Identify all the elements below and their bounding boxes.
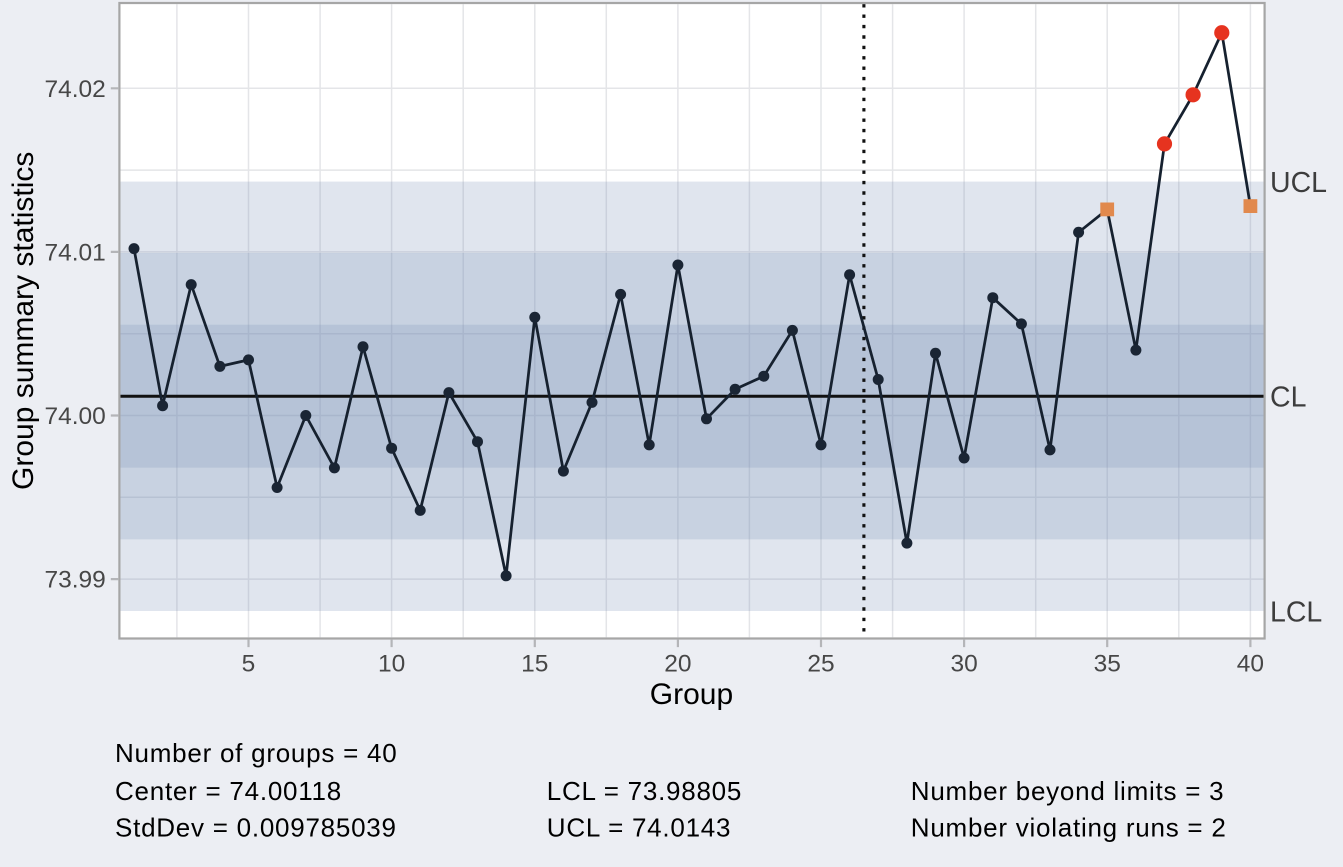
svg-text:UCL = 74.0143: UCL = 74.0143 xyxy=(547,812,731,842)
svg-text:Number of groups = 40: Number of groups = 40 xyxy=(115,738,397,768)
svg-text:5: 5 xyxy=(242,650,256,677)
svg-text:UCL: UCL xyxy=(1270,167,1327,199)
svg-text:15: 15 xyxy=(521,650,548,677)
svg-text:Group: Group xyxy=(650,678,733,711)
svg-text:25: 25 xyxy=(807,650,834,677)
svg-text:74.01: 74.01 xyxy=(44,239,105,266)
svg-text:40: 40 xyxy=(1237,650,1264,677)
svg-text:LCL = 73.98805: LCL = 73.98805 xyxy=(547,776,742,806)
svg-text:73.99: 73.99 xyxy=(44,567,105,594)
svg-text:10: 10 xyxy=(378,650,405,677)
svg-text:Number violating runs = 2: Number violating runs = 2 xyxy=(911,812,1227,842)
svg-text:Number beyond limits = 3: Number beyond limits = 3 xyxy=(911,776,1225,806)
svg-text:Center = 74.00118: Center = 74.00118 xyxy=(115,776,342,806)
svg-text:CL: CL xyxy=(1270,382,1306,414)
svg-text:74.00: 74.00 xyxy=(44,403,105,430)
svg-text:35: 35 xyxy=(1094,650,1121,677)
svg-text:LCL: LCL xyxy=(1270,596,1322,628)
svg-text:30: 30 xyxy=(950,650,977,677)
svg-text:74.02: 74.02 xyxy=(44,76,105,103)
svg-text:StdDev = 0.009785039: StdDev = 0.009785039 xyxy=(115,812,397,842)
svg-text:Group summary statistics: Group summary statistics xyxy=(7,152,40,490)
svg-text:20: 20 xyxy=(664,650,691,677)
